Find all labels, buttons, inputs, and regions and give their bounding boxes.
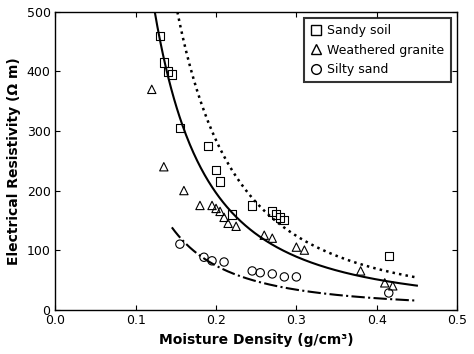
Point bbox=[276, 215, 284, 220]
Point bbox=[176, 241, 184, 247]
Point bbox=[292, 244, 300, 250]
Point bbox=[224, 221, 232, 226]
Point bbox=[260, 232, 268, 238]
Point bbox=[160, 164, 168, 170]
Point bbox=[160, 60, 168, 65]
Point bbox=[273, 212, 280, 217]
Point bbox=[248, 268, 256, 274]
Point bbox=[268, 209, 276, 214]
Point bbox=[220, 259, 228, 265]
Point bbox=[385, 253, 392, 259]
Point bbox=[268, 235, 276, 241]
Point bbox=[156, 33, 164, 39]
Point bbox=[248, 202, 256, 208]
Point bbox=[357, 268, 365, 274]
Point bbox=[385, 290, 392, 296]
Point bbox=[281, 217, 288, 223]
Point bbox=[212, 167, 220, 172]
Point bbox=[220, 215, 228, 220]
Legend: Sandy soil, Weathered granite, Silty sand: Sandy soil, Weathered granite, Silty san… bbox=[304, 18, 451, 82]
Point bbox=[389, 283, 397, 289]
Point bbox=[200, 255, 208, 260]
X-axis label: Moisture Density (g/cm³): Moisture Density (g/cm³) bbox=[159, 333, 354, 347]
Point bbox=[301, 247, 308, 253]
Point bbox=[281, 274, 288, 280]
Point bbox=[180, 188, 188, 193]
Point bbox=[268, 271, 276, 277]
Point bbox=[176, 125, 184, 131]
Point bbox=[232, 223, 240, 229]
Point bbox=[212, 206, 220, 211]
Point bbox=[292, 274, 300, 280]
Point bbox=[164, 69, 172, 74]
Point bbox=[381, 280, 389, 286]
Y-axis label: Electrical Resistivity (Ω m): Electrical Resistivity (Ω m) bbox=[7, 57, 21, 265]
Point bbox=[196, 202, 204, 208]
Point bbox=[204, 143, 212, 149]
Point bbox=[228, 212, 236, 217]
Point bbox=[256, 270, 264, 275]
Point bbox=[216, 179, 224, 184]
Point bbox=[148, 86, 155, 92]
Point bbox=[208, 258, 216, 264]
Point bbox=[208, 202, 216, 208]
Point bbox=[216, 209, 224, 214]
Point bbox=[168, 72, 176, 77]
